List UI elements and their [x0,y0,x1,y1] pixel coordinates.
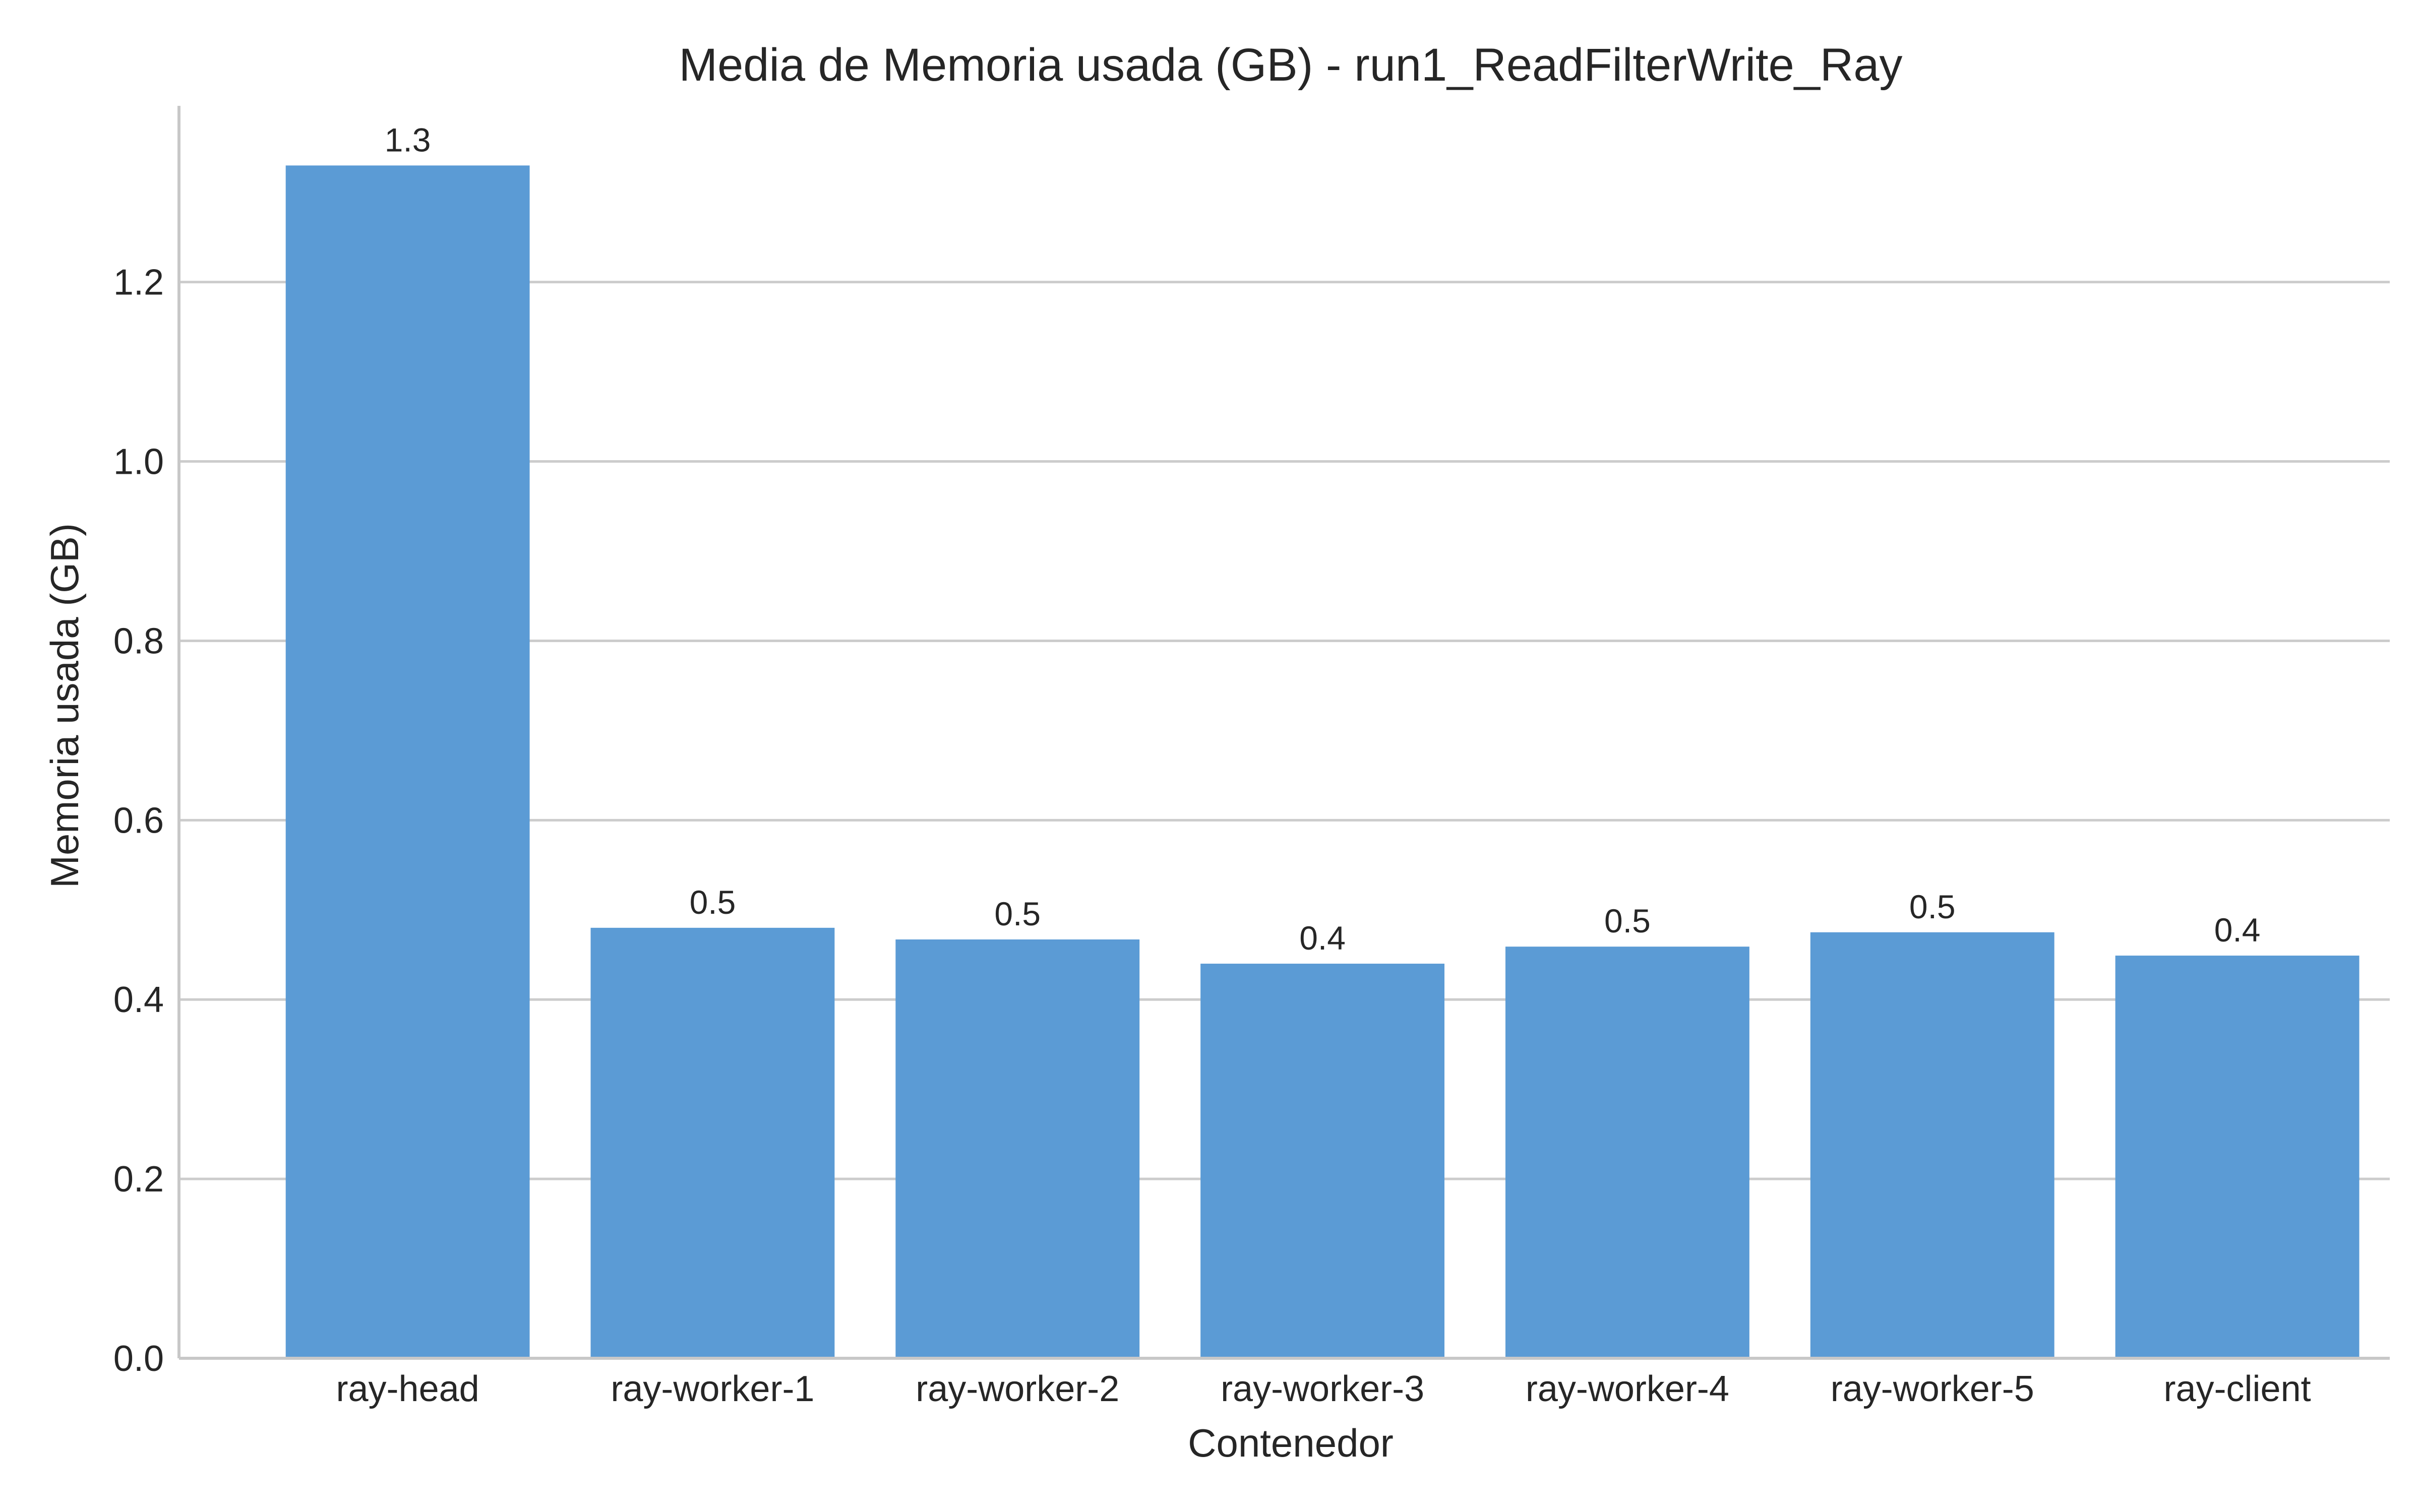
x-axis-ticks: ray-head ray-worker-1 ray-worker-2 ray-work… [336,1369,2311,1409]
bar-ray-worker-5 [1810,932,2054,1358]
y-axis-ticks: 0.0 0.2 0.4 0.6 0.8 1.0 1.2 [113,263,164,1379]
bar-ray-client [2115,956,2360,1358]
y-tick-label: 1.0 [113,442,164,482]
bar-ray-head [285,165,530,1359]
x-tick-label-ray-head: ray-head [336,1369,479,1409]
data-label-ray-worker-4: 0.5 [1604,902,1651,939]
bar-ray-worker-2 [895,939,1140,1358]
data-label-ray-client: 0.4 [2214,911,2261,949]
data-labels: 1.3 0.5 0.5 0.4 0.5 0.5 0.4 [385,121,2261,957]
y-tick-label: 0.2 [113,1159,164,1200]
x-axis-label: Contenedor [1188,1421,1394,1465]
bar-ray-worker-4 [1505,947,1749,1358]
x-tick-label-ray-worker-3: ray-worker-3 [1221,1369,1424,1409]
x-tick-label-ray-worker-4: ray-worker-4 [1526,1369,1729,1409]
x-tick-label-ray-worker-2: ray-worker-2 [916,1369,1119,1409]
data-label-ray-worker-2: 0.5 [994,895,1041,932]
bar-ray-worker-3 [1200,964,1445,1358]
y-tick-label: 0.8 [113,621,164,661]
y-axis-label: Memoria usada (GB) [42,523,87,888]
data-label-ray-worker-3: 0.4 [1299,919,1346,957]
bar-ray-worker-1 [590,927,835,1358]
y-tick-label: 0.0 [113,1339,164,1379]
y-tick-label: 0.6 [113,800,164,841]
y-tick-label: 0.4 [113,980,164,1020]
y-tick-label: 1.2 [113,263,164,303]
data-label-ray-worker-1: 0.5 [690,884,736,921]
data-label-ray-head: 1.3 [385,121,431,158]
chart-title: Media de Memoria usada (GB) - run1_ReadF… [679,39,1902,91]
data-label-ray-worker-5: 0.5 [1909,888,1956,925]
x-tick-label-ray-client: ray-client [2164,1369,2311,1409]
x-tick-label-ray-worker-5: ray-worker-5 [1831,1369,2034,1409]
bars [285,165,2360,1359]
x-tick-label-ray-worker-1: ray-worker-1 [611,1369,814,1409]
